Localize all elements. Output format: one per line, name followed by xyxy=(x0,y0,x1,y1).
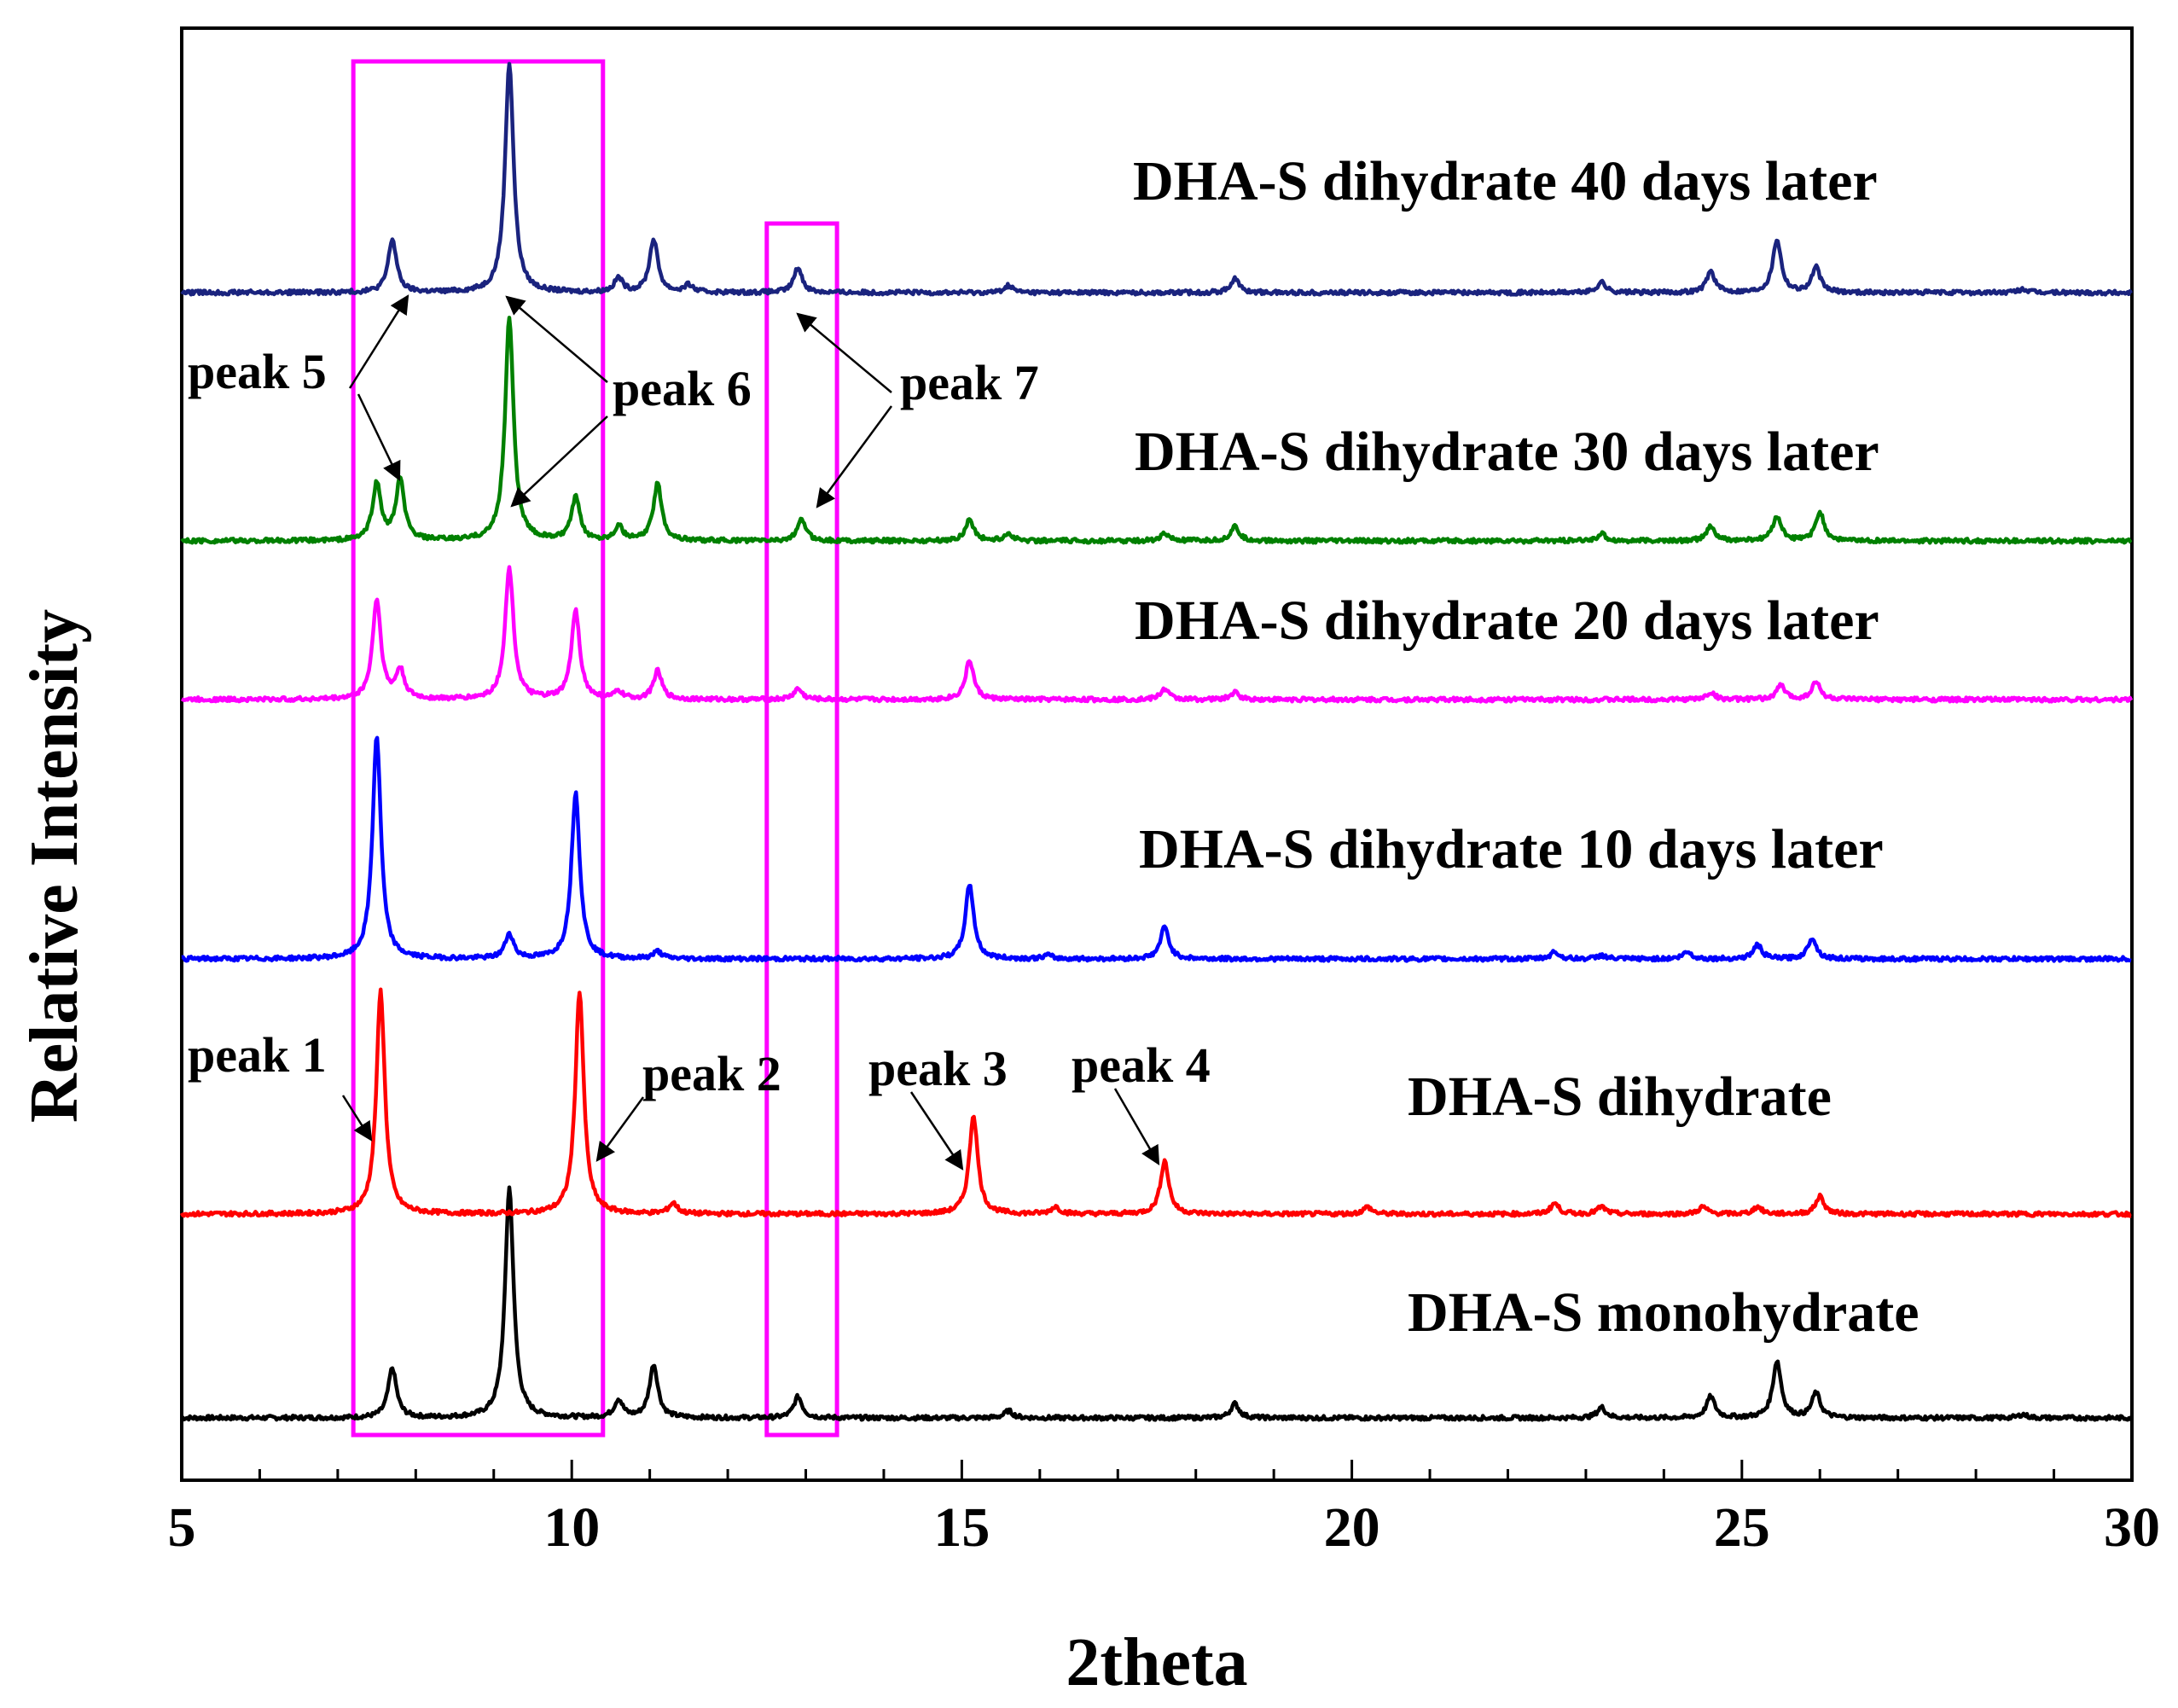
annotation-arrow xyxy=(595,1096,645,1162)
peak-annotations: peak 1 peak 2 peak 3 peak 4 peak 5 peak 6 peak… xyxy=(188,294,1211,1171)
x-tick-label: 5 xyxy=(168,1496,196,1559)
series-label-dha-s-dihydrate: DHA-S dihydrate xyxy=(1408,1066,1832,1128)
x-axis-title: 2theta xyxy=(1066,1625,1247,1700)
peak-label-peak-3: peak 3 xyxy=(868,1041,1008,1096)
annotation-arrow xyxy=(816,405,893,508)
peak-label-peak-5: peak 5 xyxy=(188,344,327,399)
series-label-dha-s-dihydrate-10-days-later: DHA-S dihydrate 10 days later xyxy=(1139,818,1884,880)
annotation-arrow xyxy=(341,1095,373,1142)
trace-dha-s-dihydrate-40-days-later xyxy=(180,61,2134,297)
x-axis-ticks xyxy=(180,1460,2134,1480)
pattern-traces xyxy=(180,61,2134,1422)
series-label-dha-s-dihydrate-40-days-later: DHA-S dihydrate 40 days later xyxy=(1133,150,1878,212)
series-label-dha-s-dihydrate-20-days-later: DHA-S dihydrate 20 days later xyxy=(1135,590,1879,652)
annotation-arrow xyxy=(909,1091,964,1171)
trace-dha-s-monohydrate xyxy=(181,1185,2134,1422)
trace-dha-s-dihydrate-30-days-later xyxy=(180,316,2133,545)
annotation-arrow xyxy=(510,415,608,508)
trace-dha-s-dihydrate xyxy=(180,987,2132,1218)
peak-label-peak-6: peak 6 xyxy=(613,361,752,416)
x-tick-label: 10 xyxy=(543,1496,600,1559)
x-tick-label: 30 xyxy=(2104,1496,2160,1559)
peak-label-peak-2: peak 2 xyxy=(642,1046,781,1101)
series-label-dha-s-dihydrate-30-days-later: DHA-S dihydrate 30 days later xyxy=(1135,421,1879,483)
trace-dha-s-dihydrate-10-days-later xyxy=(181,735,2132,963)
x-tick-label: 20 xyxy=(1324,1496,1380,1559)
x-axis-tick-labels: 5 10 15 20 25 30 xyxy=(168,1496,2161,1559)
x-tick-label: 15 xyxy=(933,1496,990,1559)
y-axis-title: Relative Intensity xyxy=(17,609,92,1123)
annotation-arrow xyxy=(348,294,409,389)
annotation-arrow xyxy=(357,393,401,482)
highlight-box xyxy=(764,221,839,1438)
highlight-box xyxy=(351,59,606,1438)
annotation-arrow xyxy=(1113,1088,1160,1165)
series-label-dha-s-monohydrate: DHA-S monohydrate xyxy=(1408,1281,1920,1344)
plot-frame xyxy=(180,26,2134,1482)
peak-label-peak-4: peak 4 xyxy=(1072,1037,1211,1093)
peak-label-peak-1: peak 1 xyxy=(188,1027,327,1083)
x-tick-label: 25 xyxy=(1714,1496,1770,1559)
series-labels: DHA-S monohydrate DHA-S dihydrate DHA-S di… xyxy=(1133,150,1920,1344)
highlight-boxes xyxy=(351,59,839,1438)
trace-dha-s-dihydrate-20-days-later xyxy=(180,565,2134,704)
annotation-arrow xyxy=(505,295,608,383)
annotation-arrow xyxy=(796,312,892,393)
peak-label-peak-7: peak 7 xyxy=(900,355,1039,410)
